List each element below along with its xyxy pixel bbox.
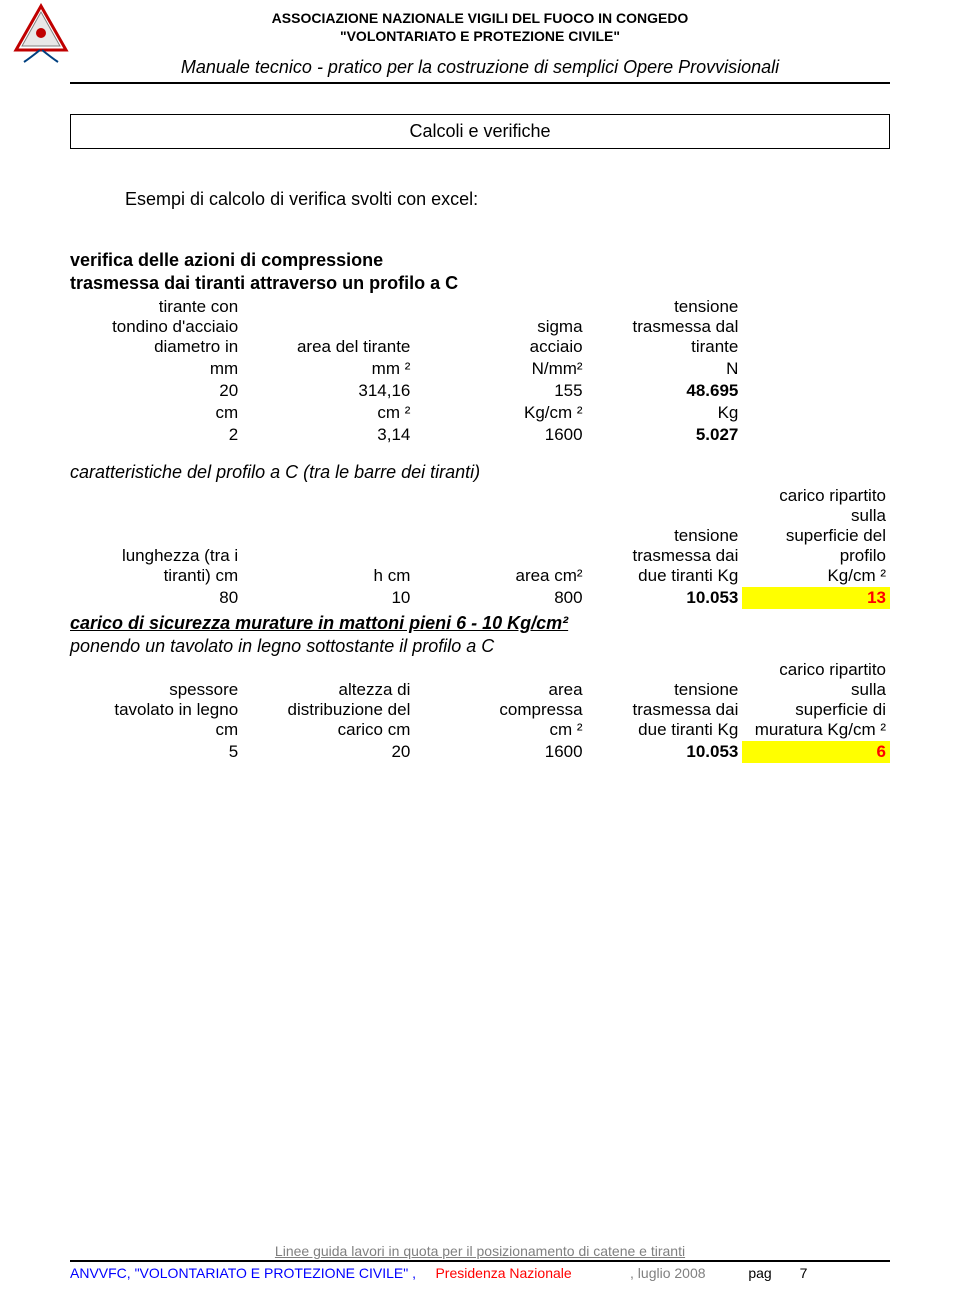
intro-text: Esempi di calcolo di verifica svolti con…: [70, 189, 890, 210]
t2-h-c4: tensione trasmessa dai due tiranti Kg: [587, 485, 743, 587]
footer-org: ANVVFC, "VOLONTARIATO E PROTEZIONE CIVIL…: [70, 1265, 416, 1281]
t3-h-c2: altezza di distribuzione del carico cm: [242, 659, 414, 741]
t1-h-c4: tensione trasmessa dal tirante: [587, 296, 743, 358]
t1-header-row: tirante con tondino d'acciaio diametro i…: [70, 296, 890, 358]
table2: lunghezza (tra i tiranti) cm h cm area c…: [70, 485, 890, 609]
t3-h-c5: carico ripartito sulla superficie di mur…: [742, 659, 890, 741]
t3-h-c1: spessore tavolato in legno cm: [70, 659, 242, 741]
footer-date: , luglio 2008: [630, 1265, 706, 1281]
org-line1: ASSOCIAZIONE NAZIONALE VIGILI DEL FUOCO …: [70, 10, 890, 28]
t2-h-c1: lunghezza (tra i tiranti) cm: [70, 485, 242, 587]
t3-highlight: 6: [742, 741, 890, 763]
t2-h-c3: area cm²: [414, 485, 586, 587]
header-org: ASSOCIAZIONE NAZIONALE VIGILI DEL FUOCO …: [70, 10, 890, 45]
t3-title2: ponendo un tavolato in legno sottostante…: [70, 636, 890, 657]
t1-h-c3: sigma acciaio: [414, 296, 586, 358]
t1-units-mm: mm mm ² N/mm² N: [70, 358, 890, 380]
org-logo: [10, 2, 72, 64]
t3-h-c4: tensione trasmessa dai due tiranti Kg: [587, 659, 743, 741]
t3-header-row: spessore tavolato in legno cm altezza di…: [70, 659, 890, 741]
header-subtitle: Manuale tecnico - pratico per la costruz…: [70, 57, 890, 78]
section-title: Calcoli e verifiche: [409, 121, 550, 141]
t1-row-cm: 2 3,14 1600 5.027: [70, 424, 890, 446]
footer-line1: Linee guida lavori in quota per il posiz…: [70, 1243, 890, 1259]
footer: Linee guida lavori in quota per il posiz…: [70, 1243, 890, 1281]
header-rule: [70, 82, 890, 84]
footer-line2: ANVVFC, "VOLONTARIATO E PROTEZIONE CIVIL…: [70, 1265, 890, 1281]
footer-presid: Presidenza Nazionale: [435, 1265, 571, 1281]
footer-pag-label: pag: [748, 1265, 771, 1281]
t2-row: 80 10 800 10.053 13: [70, 587, 890, 609]
t2-title: caratteristiche del profilo a C (tra le …: [70, 462, 890, 483]
t3-title1: carico di sicurezza murature in mattoni …: [70, 613, 890, 634]
t1-title2: trasmessa dai tiranti attraverso un prof…: [70, 273, 890, 294]
table1: tirante con tondino d'acciaio diametro i…: [70, 296, 890, 446]
footer-pag-num: 7: [800, 1265, 808, 1281]
t2-h-c2: h cm: [242, 485, 414, 587]
t1-row-mm: 20 314,16 155 48.695: [70, 380, 890, 402]
t2-h-c5: carico ripartito sulla superficie del pr…: [742, 485, 890, 587]
footer-rule: [70, 1260, 890, 1262]
section-title-box: Calcoli e verifiche: [70, 114, 890, 149]
table3: spessore tavolato in legno cm altezza di…: [70, 659, 890, 763]
t3-row: 5 20 1600 10.053 6: [70, 741, 890, 763]
t1-title1: verifica delle azioni di compressione: [70, 250, 890, 271]
t1-units-cm: cm cm ² Kg/cm ² Kg: [70, 402, 890, 424]
t2-highlight: 13: [742, 587, 890, 609]
org-line2: "VOLONTARIATO E PROTEZIONE CIVILE": [70, 28, 890, 46]
t3-h-c3: area compressa cm ²: [414, 659, 586, 741]
t1-h-c2: area del tirante: [242, 296, 414, 358]
t2-header-row: lunghezza (tra i tiranti) cm h cm area c…: [70, 485, 890, 587]
t1-h-c1: tirante con tondino d'acciaio diametro i…: [70, 296, 242, 358]
